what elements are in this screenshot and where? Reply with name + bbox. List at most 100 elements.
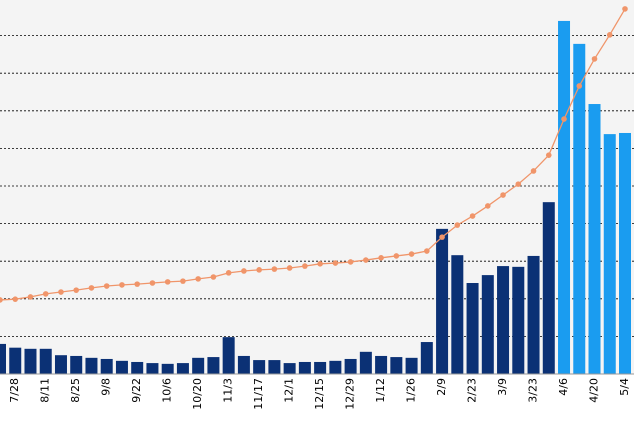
- bar: [466, 283, 479, 374]
- x-tick-label: 11/17: [252, 378, 265, 410]
- bar: [420, 342, 433, 374]
- line-point: [347, 259, 354, 265]
- bar: [253, 360, 266, 374]
- bar: [359, 351, 372, 374]
- x-tick-label: 1/12: [374, 378, 387, 403]
- x-tick-label: 8/11: [39, 378, 52, 403]
- line-point: [408, 251, 415, 257]
- x-tick-label: 3/23: [527, 378, 540, 403]
- line-point: [42, 291, 49, 297]
- bar: [146, 363, 159, 374]
- bar: [100, 358, 113, 374]
- bar: [390, 357, 403, 374]
- bar: [298, 361, 311, 374]
- line-point: [515, 181, 522, 187]
- bar: [39, 348, 52, 374]
- bar: [192, 357, 205, 374]
- line-point: [256, 267, 262, 273]
- x-tick-label: 11/3: [222, 378, 235, 403]
- line-point: [210, 274, 217, 280]
- bar: [497, 266, 510, 374]
- line-point: [332, 260, 339, 266]
- bar: [115, 360, 128, 374]
- x-tick-label: 9/22: [130, 378, 143, 403]
- x-tick-label: 12/29: [344, 378, 357, 410]
- line-point: [424, 248, 430, 254]
- x-tick-label: 3/9: [496, 378, 509, 396]
- line-point: [454, 222, 461, 228]
- bar: [207, 357, 220, 374]
- bar: [176, 363, 189, 374]
- bar: [0, 343, 6, 374]
- bar: [24, 348, 37, 374]
- line-point: [73, 287, 80, 293]
- line-point: [180, 278, 186, 284]
- line-point: [393, 253, 400, 259]
- line-point: [622, 6, 628, 12]
- x-tick-label: 4/6: [557, 378, 570, 396]
- bar: [527, 255, 540, 374]
- line-point: [0, 297, 3, 303]
- line-point: [591, 56, 598, 62]
- bar: [314, 361, 327, 374]
- line-point: [576, 83, 583, 89]
- x-tick-label: 1/26: [405, 378, 418, 403]
- line-point: [545, 152, 552, 158]
- line-point: [302, 263, 308, 269]
- x-tick-label: 2/23: [466, 378, 479, 403]
- bar: [588, 104, 601, 375]
- line-point: [286, 265, 293, 271]
- line-point: [164, 279, 171, 285]
- bar: [9, 347, 22, 374]
- line-point: [88, 285, 95, 291]
- x-tick-label: 7/28: [8, 378, 21, 403]
- bar: [481, 275, 494, 374]
- line-point: [469, 213, 476, 219]
- line-point: [500, 192, 506, 198]
- line-point: [119, 282, 125, 288]
- bar: [85, 357, 98, 374]
- bar: [70, 355, 83, 374]
- x-tick-label: 10/20: [191, 378, 204, 410]
- bar: [436, 228, 449, 374]
- bar: [237, 355, 250, 374]
- x-tick-label: 2/9: [435, 378, 448, 396]
- bar: [512, 266, 525, 374]
- line-point: [134, 281, 140, 287]
- bar: [161, 363, 174, 374]
- x-tick-label: 5/4: [618, 378, 631, 396]
- line-point: [485, 203, 491, 209]
- line-point: [606, 32, 613, 38]
- line-point: [195, 276, 201, 282]
- line-point: [149, 280, 156, 286]
- x-tick-label: 12/15: [313, 378, 326, 410]
- bar: [603, 134, 616, 374]
- bar: [283, 363, 296, 374]
- bar: [329, 360, 342, 374]
- line-point: [58, 289, 64, 295]
- line-point: [317, 261, 323, 267]
- bar: [375, 355, 388, 374]
- bar: [542, 202, 555, 374]
- x-tick-label: 10/6: [161, 378, 174, 403]
- line-point: [27, 294, 34, 300]
- line-point: [363, 257, 369, 263]
- line-point: [439, 234, 445, 240]
- bar: [619, 132, 631, 374]
- bar: [222, 337, 235, 374]
- line-point: [271, 266, 278, 272]
- x-tick-label: 12/1: [283, 378, 296, 403]
- bar: [573, 43, 586, 374]
- bar: [54, 355, 67, 374]
- x-tick-label: 4/20: [588, 378, 601, 403]
- bar: [131, 361, 144, 374]
- bar: [558, 20, 571, 374]
- line-point: [530, 168, 537, 174]
- line-point: [241, 268, 247, 274]
- bar: [405, 357, 418, 374]
- line-point: [225, 270, 232, 276]
- x-tick-label: 9/8: [100, 378, 113, 396]
- x-tick-label: 8/25: [69, 378, 82, 403]
- bar: [344, 358, 357, 374]
